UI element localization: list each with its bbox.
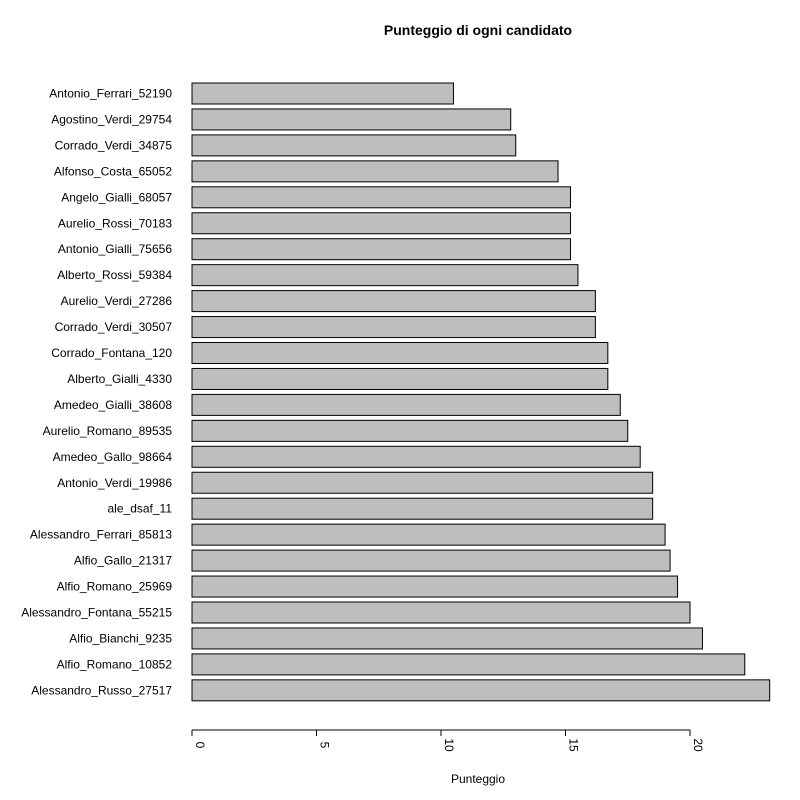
bar	[191, 445, 641, 468]
category-labels: Antonio_Ferrari_52190 Agostino_Verdi_2975…	[21, 87, 172, 698]
x-tick-label: 10	[442, 738, 456, 752]
category-label: Antonio_Ferrari_52190	[49, 87, 172, 101]
x-tick-label: 15	[567, 738, 581, 752]
x-axis-title: Punteggio	[451, 772, 505, 786]
bar	[191, 523, 666, 546]
bar	[191, 186, 571, 209]
category-label: Alessandro_Ferrari_85813	[30, 528, 172, 542]
category-label: Alberto_Gialli_4330	[67, 372, 172, 386]
category-label: Agostino_Verdi_29754	[51, 112, 172, 126]
bar	[191, 316, 596, 339]
category-label: Corrado_Fontana_120	[51, 346, 172, 360]
bar	[191, 627, 703, 650]
category-label: Corrado_Verdi_34875	[55, 138, 173, 152]
bar	[191, 367, 609, 390]
category-label: Alfonso_Costa_65052	[54, 164, 172, 178]
bar	[191, 160, 559, 183]
category-label: Aurelio_Verdi_27286	[61, 294, 173, 308]
bar	[191, 393, 621, 416]
x-axis: 0 5 10 15 20	[191, 729, 705, 752]
category-label: Alessandro_Fontana_55215	[21, 606, 172, 620]
category-label: Antonio_Gialli_75656	[58, 242, 172, 256]
category-label: Aurelio_Romano_89535	[43, 424, 173, 438]
bar	[191, 82, 454, 105]
category-label: Amedeo_Gallo_98664	[53, 450, 173, 464]
category-label: Alessandro_Russo_27517	[31, 683, 172, 697]
category-label: Alfio_Bianchi_9235	[69, 631, 172, 645]
category-label: Antonio_Verdi_19986	[57, 476, 172, 490]
bar	[191, 264, 579, 287]
bar	[191, 108, 512, 131]
bar	[191, 679, 771, 702]
bars-layer	[191, 82, 771, 702]
category-label: ale_dsaf_11	[108, 502, 173, 516]
x-tick-label: 20	[691, 738, 705, 752]
bar	[191, 342, 609, 364]
bar	[191, 601, 691, 624]
bar	[191, 497, 654, 520]
bar	[191, 238, 571, 261]
bar	[191, 549, 671, 572]
category-label: Aurelio_Rossi_70183	[58, 216, 172, 230]
bar	[191, 419, 629, 442]
category-label: Corrado_Verdi_30507	[55, 320, 173, 334]
category-label: Alfio_Gallo_21317	[74, 554, 172, 568]
bar	[191, 575, 679, 598]
category-label: Alfio_Romano_10852	[57, 657, 173, 671]
category-label: Alfio_Romano_25969	[57, 580, 173, 594]
category-label: Alberto_Rossi_59384	[57, 268, 172, 282]
bar	[191, 290, 596, 313]
x-tick-label: 5	[318, 742, 332, 749]
category-label: Amedeo_Gialli_38608	[54, 398, 172, 412]
category-label: Angelo_Gialli_68057	[61, 190, 172, 204]
bar	[191, 471, 654, 494]
x-tick-label: 0	[193, 742, 207, 749]
bar	[191, 212, 571, 235]
bar	[191, 653, 746, 676]
bar	[191, 134, 517, 157]
chart-title: Punteggio di ogni candidato	[384, 22, 572, 38]
